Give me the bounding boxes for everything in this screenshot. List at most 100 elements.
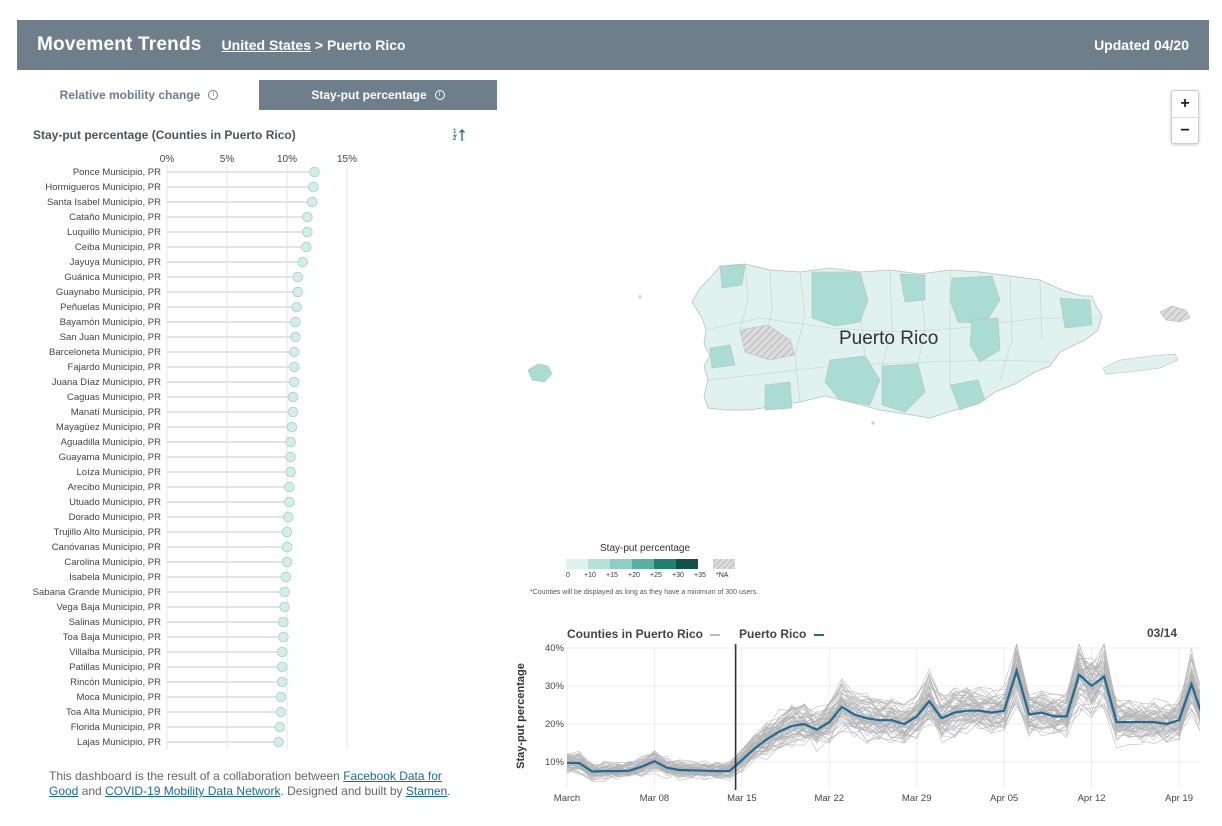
municipio-mid[interactable] — [899, 273, 926, 303]
main-island[interactable] — [691, 263, 1103, 419]
page-title: Movement Trends — [37, 34, 202, 55]
county-dot[interactable] — [302, 226, 313, 238]
info-icon[interactable]: i — [208, 90, 219, 100]
county-dot[interactable] — [281, 526, 293, 538]
stayput-time-series[interactable]: 10% 20% 30% 40% March Mar 08 Mar 15 Mar 22 Mar 2… — [520, 640, 1200, 812]
legend-tick: +25 — [650, 572, 662, 579]
island-vieques[interactable] — [1102, 353, 1179, 375]
link-covid-mobility-network[interactable]: COVID-19 Mobility Data Network — [105, 784, 281, 798]
island-culebra[interactable] — [1159, 305, 1191, 323]
axis-tick-label: 15% — [337, 154, 357, 165]
county-dot[interactable] — [275, 706, 287, 718]
county-label: Guaynabo Municipio, PR — [56, 287, 161, 298]
county-dot[interactable] — [280, 571, 292, 583]
link-stamen[interactable]: Stamen — [405, 784, 448, 798]
county-dot[interactable] — [276, 676, 288, 688]
county-dot[interactable] — [297, 256, 308, 268]
puerto-rico-map[interactable] — [520, 250, 1200, 440]
county-dot[interactable] — [287, 406, 299, 418]
county-dot[interactable] — [278, 631, 289, 643]
county-dot[interactable] — [287, 391, 299, 403]
county-label: Jayuya Municipio, PR — [70, 257, 161, 268]
county-label: Salinas Municipio, PR — [69, 617, 162, 628]
county-dot[interactable] — [288, 376, 300, 388]
municipio-mid[interactable] — [709, 344, 736, 369]
legend-tick: +20 — [628, 572, 640, 579]
axis-tick-label: 10% — [277, 154, 297, 165]
county-dot[interactable] — [273, 736, 284, 748]
municipio-mid[interactable] — [764, 381, 793, 411]
county-dot[interactable] — [275, 691, 287, 703]
county-dot[interactable] — [288, 346, 300, 358]
county-dot[interactable] — [292, 286, 304, 298]
x-tick-label: Mar 15 — [727, 793, 757, 804]
county-dot[interactable] — [290, 331, 301, 343]
puerto-rico-series-line[interactable] — [566, 666, 1200, 773]
county-label: Toa Alta Municipio, PR — [66, 707, 161, 718]
tab-label: Relative mobility change — [59, 88, 201, 102]
county-label: Fajardo Municipio, PR — [68, 362, 162, 373]
county-label: Ponce Municipio, PR — [73, 167, 161, 178]
county-series-line — [566, 648, 1200, 773]
breadcrumb-link-united-states[interactable]: United States — [221, 37, 312, 53]
county-series-line — [566, 660, 1200, 776]
county-dot[interactable] — [286, 421, 298, 433]
x-tick-label: Apr 05 — [990, 793, 1018, 804]
county-dot[interactable] — [281, 541, 293, 553]
county-dot[interactable] — [282, 511, 294, 523]
legend-counties-label: Counties in Puerto Rico — [567, 627, 704, 641]
county-dot[interactable] — [279, 601, 290, 613]
municipio-mid[interactable] — [969, 317, 1001, 363]
county-label: Loíza Municipio, PR — [77, 467, 162, 478]
map-zoom-control: + − — [1171, 90, 1199, 144]
sort-arrow — [459, 129, 465, 141]
x-tick-label: Apr 12 — [1078, 793, 1106, 804]
info-icon[interactable]: i — [434, 90, 445, 100]
sort-icon[interactable]: 1 2 — [452, 127, 468, 143]
tab-relative-mobility-change[interactable]: Relative mobility change i — [20, 80, 258, 110]
county-dot[interactable] — [274, 721, 286, 733]
zoom-in-button[interactable]: + — [1180, 95, 1190, 112]
county-dot[interactable] — [292, 271, 304, 283]
island-mona[interactable] — [527, 363, 553, 383]
county-dot[interactable] — [306, 196, 318, 208]
municipio-mid[interactable] — [949, 379, 986, 411]
county-label: Manatí Municipio, PR — [71, 407, 161, 418]
county-label: Toa Baja Municipio, PR — [63, 632, 161, 643]
county-dot[interactable] — [285, 451, 296, 463]
county-dot[interactable] — [302, 211, 313, 223]
county-dot[interactable] — [284, 481, 295, 493]
county-dot[interactable] — [285, 436, 296, 448]
county-dot[interactable] — [284, 496, 295, 508]
county-dot[interactable] — [278, 616, 289, 628]
county-dot[interactable] — [279, 586, 290, 598]
islet — [871, 421, 875, 425]
municipio-mid[interactable] — [811, 271, 869, 327]
county-dot[interactable] — [288, 361, 300, 373]
county-dot[interactable] — [285, 466, 296, 478]
county-dot[interactable] — [290, 316, 301, 328]
link-facebook-data-for-good[interactable]: Facebook Data for Good — [49, 769, 442, 798]
axis-tick-label: 0% — [160, 154, 175, 165]
x-tick-label: March — [554, 793, 580, 804]
breadcrumb-current: Puerto Rico — [326, 37, 406, 53]
county-series-line — [566, 675, 1200, 780]
county-dot[interactable] — [309, 166, 320, 178]
county-dot[interactable] — [308, 181, 319, 193]
county-dot[interactable] — [276, 661, 288, 673]
municipio-mid[interactable] — [719, 264, 746, 289]
county-dot[interactable] — [281, 556, 293, 568]
county-dot[interactable] — [276, 646, 288, 658]
islet — [638, 295, 642, 299]
county-label: Moca Municipio, PR — [77, 692, 162, 703]
zoom-out-button[interactable]: − — [1172, 117, 1198, 143]
municipio-mid[interactable] — [881, 363, 926, 413]
legend-swatch — [566, 559, 588, 569]
county-dot[interactable] — [300, 241, 312, 253]
county-dot[interactable] — [291, 301, 302, 313]
municipio-mid[interactable] — [1059, 297, 1093, 329]
county-label: Caguas Municipio, PR — [67, 392, 161, 403]
legend-tick: +10 — [584, 572, 596, 579]
footer-text: . Designed and built by — [280, 784, 406, 798]
tab-stay-put-percentage[interactable]: Stay-put percentage i — [259, 80, 497, 110]
